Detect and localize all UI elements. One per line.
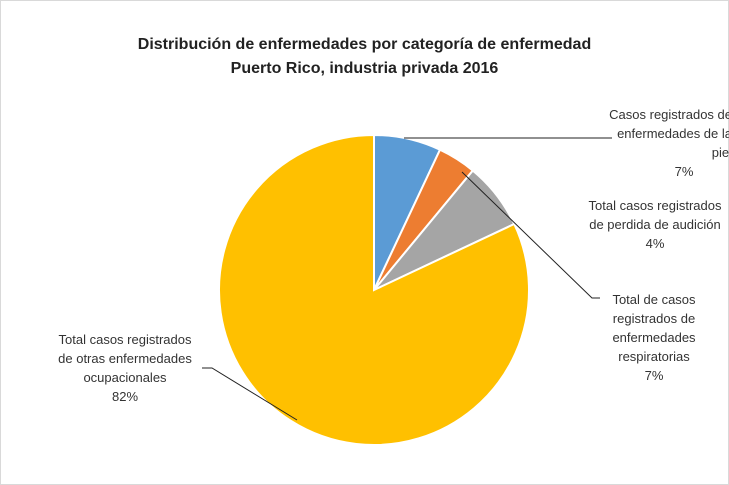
- chart-subtitle: Puerto Rico, industria privada 2016: [230, 60, 499, 77]
- value-label: 82%: [111, 389, 139, 404]
- chart-title: Distribución de enfermedades por categor…: [137, 36, 592, 53]
- value-label: 7%: [644, 368, 664, 383]
- slice-label: Total casos registrados de perdida de au…: [580, 196, 729, 253]
- pie-slice: [218, 133, 530, 446]
- category-label: Total casos registrados de otras enferme…: [58, 332, 192, 385]
- category-label: Total casos registrados de perdida de au…: [588, 198, 722, 232]
- slice-label: Total de casos registrados de enfermedad…: [598, 290, 710, 385]
- leader-line: [461, 171, 600, 299]
- category-label: Total de casos registrados de enfermedad…: [612, 292, 696, 364]
- slices: [218, 133, 530, 446]
- category-label: Casos registrados de enfermedades de la …: [609, 107, 729, 160]
- slice-label: Total casos registrados de otras enferme…: [50, 330, 200, 406]
- leader-line: [202, 367, 298, 421]
- slice-label: Casos registrados de enfermedades de la …: [606, 105, 729, 181]
- value-label: 4%: [645, 236, 665, 251]
- value-label: 7%: [674, 164, 694, 179]
